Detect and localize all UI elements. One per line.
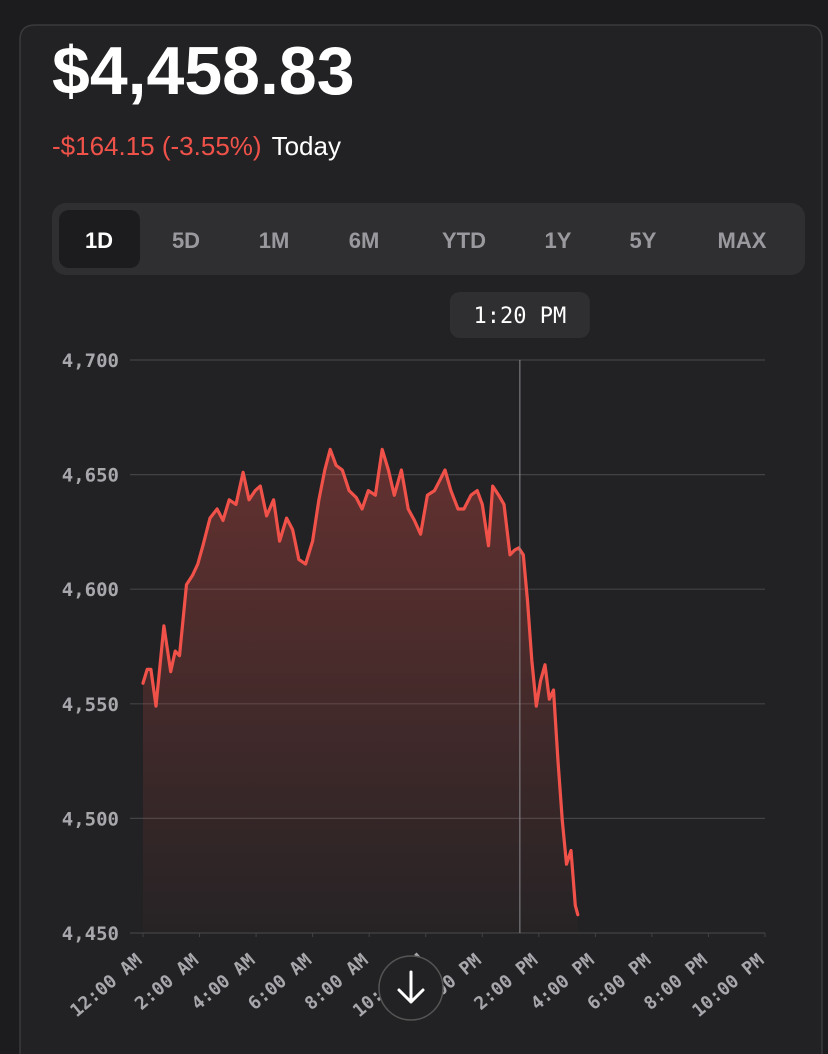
tab[interactable]: 1Y	[545, 228, 572, 253]
y-tick-label: 4,450	[62, 923, 119, 945]
y-tick-label: 4,550	[62, 694, 119, 716]
price-line	[141, 447, 580, 917]
tooltip-label: 1:20 PM	[474, 304, 567, 329]
y-tick-label: 4,600	[62, 579, 119, 601]
tab[interactable]: 6M	[349, 228, 380, 253]
y-tick-label: 4,650	[62, 465, 119, 487]
change-line: -$164.15 (-3.55%) Today	[52, 131, 341, 161]
tab[interactable]: 1D	[85, 228, 113, 253]
tooltip-box	[449, 292, 590, 338]
y-tick-label: 4,700	[62, 350, 119, 372]
tab[interactable]: YTD	[442, 228, 486, 253]
area	[143, 449, 578, 933]
period: Today	[272, 131, 341, 161]
tab[interactable]: 5Y	[630, 228, 657, 253]
tab-selected	[59, 210, 140, 268]
tab-bar	[52, 203, 805, 275]
down-arrow-icon	[397, 970, 425, 1004]
tab[interactable]: 1M	[259, 228, 290, 253]
price: $4,458.83	[52, 33, 355, 109]
tab[interactable]: 5D	[172, 228, 200, 253]
change: -$164.15 (-3.55%)	[52, 131, 262, 161]
tab[interactable]: MAX	[718, 228, 767, 253]
y-tick-label: 4,500	[62, 808, 119, 830]
